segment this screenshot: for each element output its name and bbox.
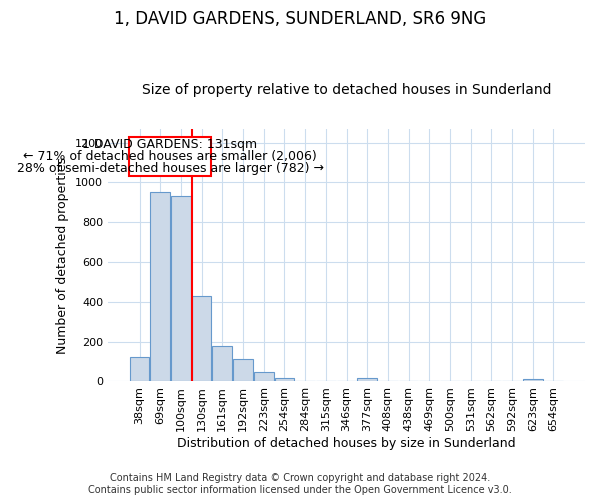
Text: Contains HM Land Registry data © Crown copyright and database right 2024.
Contai: Contains HM Land Registry data © Crown c… — [88, 474, 512, 495]
X-axis label: Distribution of detached houses by size in Sunderland: Distribution of detached houses by size … — [177, 437, 516, 450]
Text: 1 DAVID GARDENS: 131sqm: 1 DAVID GARDENS: 131sqm — [82, 138, 257, 151]
Bar — [192, 296, 211, 382]
FancyBboxPatch shape — [129, 136, 211, 176]
Text: ← 71% of detached houses are smaller (2,006): ← 71% of detached houses are smaller (2,… — [23, 150, 317, 163]
Text: 28% of semi-detached houses are larger (782) →: 28% of semi-detached houses are larger (… — [17, 162, 323, 175]
Bar — [358, 378, 377, 382]
Bar — [151, 192, 170, 382]
Y-axis label: Number of detached properties: Number of detached properties — [56, 156, 70, 354]
Text: 1, DAVID GARDENS, SUNDERLAND, SR6 9NG: 1, DAVID GARDENS, SUNDERLAND, SR6 9NG — [114, 10, 486, 28]
Bar — [130, 356, 149, 382]
Title: Size of property relative to detached houses in Sunderland: Size of property relative to detached ho… — [142, 83, 551, 97]
Bar — [171, 196, 191, 382]
Bar — [275, 378, 294, 382]
Bar — [254, 372, 274, 382]
Bar — [212, 346, 232, 382]
Bar — [233, 358, 253, 382]
Bar — [523, 379, 542, 382]
